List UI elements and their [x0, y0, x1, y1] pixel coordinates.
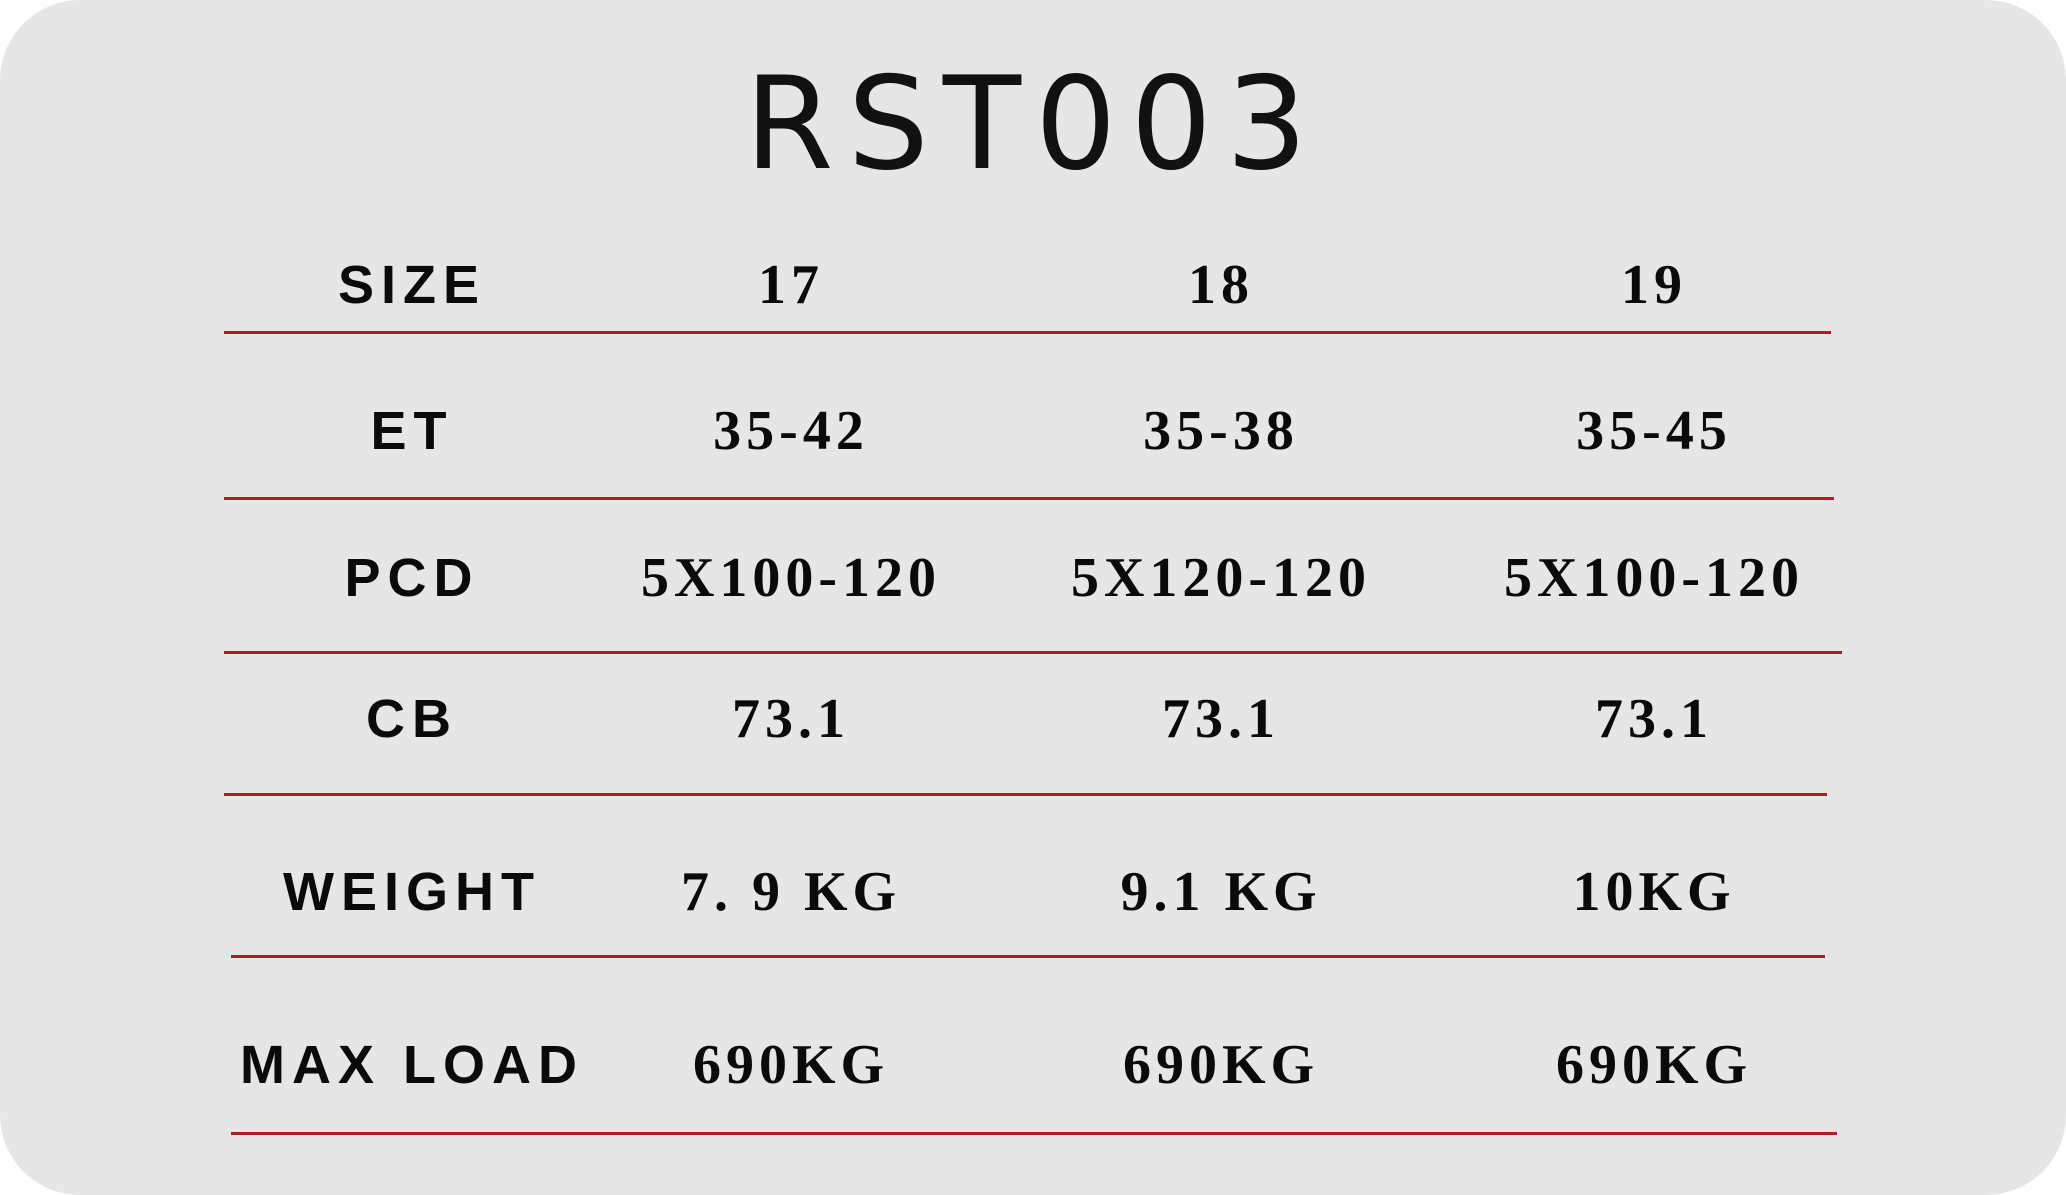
- value-cell-cb: 73.1: [1595, 688, 1713, 750]
- row-divider: [231, 1132, 1837, 1135]
- value-cell-pcd: 5X100-120: [640, 547, 942, 609]
- value-cell-max-load: 690KG: [1122, 1034, 1320, 1096]
- value-cell-pcd: 5X120-120: [1070, 547, 1372, 609]
- value-cell-size: 18: [1188, 254, 1254, 316]
- row-divider: [231, 955, 1825, 958]
- value-cell-weight: 9.1 KG: [1120, 861, 1322, 923]
- value-cell-et: 35-45: [1576, 400, 1732, 462]
- value-cell-size: 17: [758, 254, 824, 316]
- row-label-pcd: PCD: [344, 548, 480, 608]
- row-divider: [224, 793, 1827, 796]
- value-cell-size: 19: [1621, 254, 1687, 316]
- product-title: RST003: [744, 50, 1322, 199]
- row-divider: [224, 651, 1842, 654]
- row-label-max-load: MAX LOAD: [240, 1035, 584, 1095]
- value-cell-cb: 73.1: [1162, 688, 1280, 750]
- value-cell-max-load: 690KG: [692, 1034, 890, 1096]
- row-divider: [224, 331, 1831, 334]
- row-divider: [224, 497, 1834, 500]
- row-label-weight: WEIGHT: [283, 862, 541, 922]
- value-cell-et: 35-38: [1143, 400, 1299, 462]
- value-cell-weight: 7. 9 KG: [680, 861, 902, 923]
- row-label-size: SIZE: [337, 255, 487, 315]
- row-label-et: ET: [370, 401, 454, 461]
- value-cell-et: 35-42: [713, 400, 869, 462]
- row-label-cb: CB: [366, 689, 458, 749]
- value-cell-max-load: 690KG: [1555, 1034, 1753, 1096]
- value-cell-weight: 10KG: [1572, 861, 1736, 923]
- value-cell-cb: 73.1: [732, 688, 850, 750]
- value-cell-pcd: 5X100-120: [1503, 547, 1805, 609]
